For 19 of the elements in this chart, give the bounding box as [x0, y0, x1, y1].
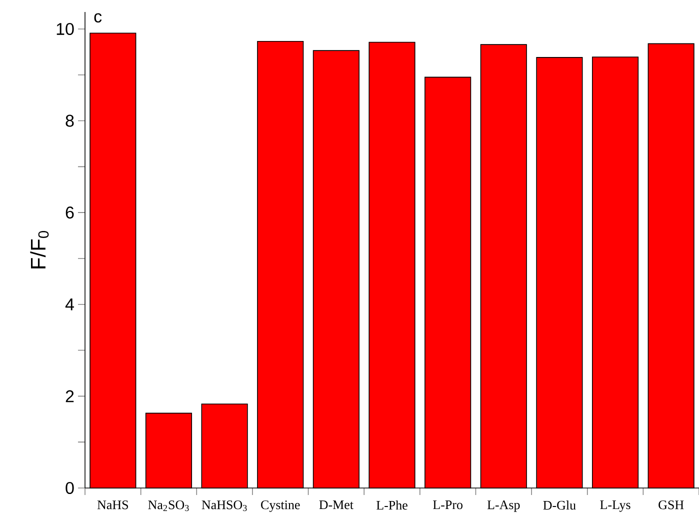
x-tick-label: D-Glu: [543, 500, 576, 510]
x-tick-label: D-Met: [319, 500, 354, 510]
x-tick-label: L-Asp: [487, 500, 520, 512]
x-tick-label: Cystine: [261, 500, 300, 512]
x-tick-label: L-Lys: [600, 500, 630, 512]
x-tick-label: Na$_{2}$SO$_{3}$: [148, 500, 189, 512]
y-axis-title: F/F$_{0}$: [30, 230, 49, 268]
x-tick-label: L-Phe: [376, 500, 408, 510]
y-tick-label: 0: [66, 482, 74, 494]
x-tick-label: NaHS: [97, 500, 128, 510]
x-tick-label: L-Pro: [433, 500, 462, 510]
y-tick-label: 6: [66, 206, 74, 219]
x-tick-label: GSH: [658, 500, 684, 510]
x-tick-label: NaHSO$_{3}$: [202, 500, 247, 512]
y-tick-label: 2: [66, 390, 74, 402]
y-tick-label: 10: [56, 22, 74, 35]
y-tick-label: 4: [65, 298, 74, 310]
y-tick-label: 8: [66, 114, 74, 127]
annotation: c: [94, 13, 102, 23]
